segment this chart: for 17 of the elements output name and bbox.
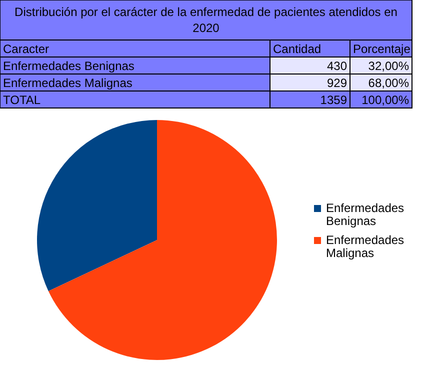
text: 68,00%: [368, 76, 410, 90]
text: 100,00%: [362, 93, 410, 107]
text: TOTAL: [3, 93, 41, 107]
text: Enfermedades Malignas: [3, 76, 132, 90]
text: 430: [326, 59, 348, 73]
pie-slice: [37, 120, 157, 292]
pie-slice: [48, 120, 277, 360]
legend-label: Enfermedades Malignas: [326, 233, 404, 260]
chart-title: Distribución por el carácter de la enfermedad de pacientes atendidos en 2020: [14, 5, 398, 35]
text: 32,00%: [368, 59, 410, 73]
text: Caracter: [3, 42, 50, 56]
text: Porcentaje: [353, 42, 411, 56]
text: Cantidad: [273, 42, 322, 56]
text: Enfermedades Benignas: [3, 59, 134, 73]
text: 929: [326, 76, 348, 90]
text: 1359: [320, 93, 348, 107]
legend-label: Enfermedades Benignas: [326, 201, 404, 228]
